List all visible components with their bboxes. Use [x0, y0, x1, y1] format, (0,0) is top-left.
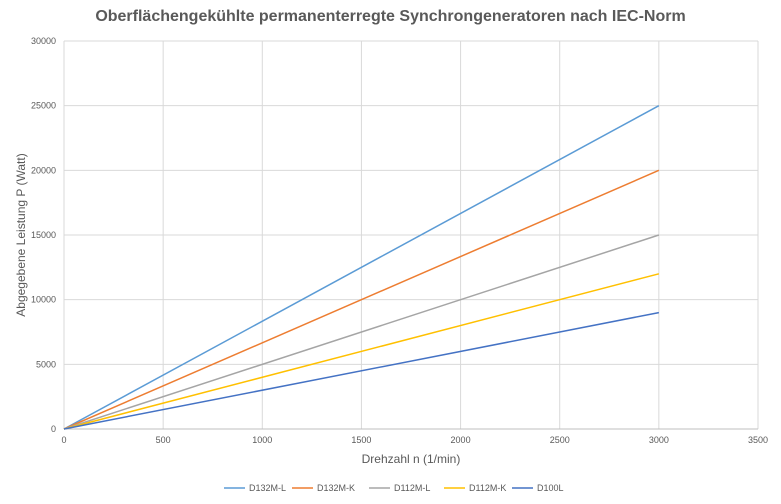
- y-tick-label: 20000: [31, 165, 56, 175]
- x-tick-label: 2500: [550, 435, 570, 445]
- y-tick-label: 10000: [31, 295, 56, 305]
- x-tick-label: 1500: [351, 435, 371, 445]
- series-line-d112m-l: [63, 234, 660, 430]
- legend-label: D132M-K: [317, 483, 355, 493]
- series-line-d132m-k: [63, 169, 660, 430]
- legend: D132M-L D132M-K D112M-L D112M-K D100L: [224, 483, 564, 493]
- x-axis-title: Drehzahl n (1/min): [362, 452, 461, 466]
- series-line-d112m-k: [63, 273, 660, 430]
- legend-label: D100L: [537, 483, 564, 493]
- series-line-d132m-l: [63, 105, 660, 430]
- y-tick-label: 25000: [31, 101, 56, 111]
- legend-label: D112M-K: [469, 483, 506, 493]
- grid: [63, 40, 759, 430]
- x-tick-label: 2000: [451, 435, 471, 445]
- x-tick-label: 1000: [252, 435, 272, 445]
- series-lines: [63, 105, 660, 430]
- chart-title: Oberflächengekühlte permanenterregte Syn…: [95, 8, 686, 25]
- legend-label: D132M-L: [249, 483, 286, 493]
- y-tick-label: 0: [51, 424, 56, 434]
- x-tick-label: 500: [156, 435, 171, 445]
- x-tick-label: 0: [61, 435, 66, 445]
- x-tick-label: 3000: [649, 435, 669, 445]
- y-tick-label: 15000: [31, 230, 56, 240]
- series-line-d100l: [63, 311, 660, 430]
- y-tick-label: 5000: [36, 359, 56, 369]
- x-tick-label: 3500: [748, 435, 768, 445]
- legend-label: D112M-L: [394, 483, 430, 493]
- tick-labels: 0 500 1000 1500 2000 2500 3000 3500 0 5000 10000 15…: [31, 36, 768, 445]
- y-tick-label: 30000: [31, 36, 56, 46]
- y-axis-title: Abgegebene Leistung P (Watt): [14, 153, 28, 316]
